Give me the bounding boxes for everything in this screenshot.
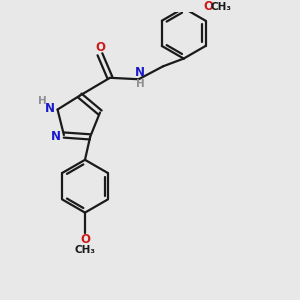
Text: O: O [95,41,105,55]
Text: CH₃: CH₃ [74,245,95,255]
Text: O: O [203,1,213,13]
Text: N: N [135,66,145,80]
Text: H: H [38,97,47,106]
Text: CH₃: CH₃ [211,2,232,12]
Text: N: N [44,102,55,115]
Text: O: O [80,233,90,246]
Text: N: N [51,130,61,143]
Text: H: H [136,79,145,88]
